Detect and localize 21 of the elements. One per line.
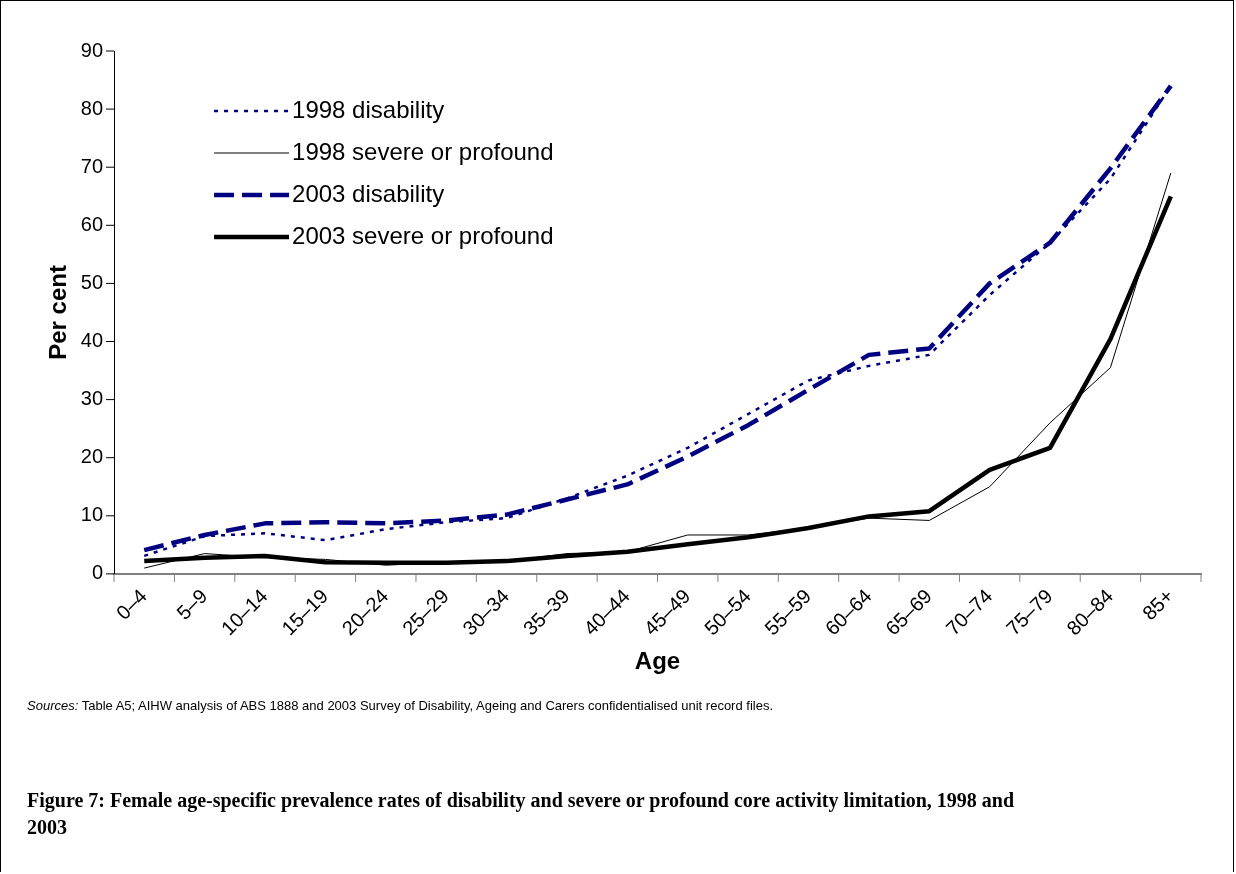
y-tick-label: 20 xyxy=(80,445,104,468)
source-note: Sources: Table A5; AIHW analysis of ABS 1888 and 2003 Survey of Disability, Ageing and Carers confidentialised unit record files. xyxy=(27,698,774,713)
x-tick-label: 5–9 xyxy=(172,584,212,624)
x-axis-title: Age xyxy=(634,647,681,675)
y-tick-label: 70 xyxy=(80,154,104,177)
y-tick-label: 60 xyxy=(80,212,104,235)
y-tick-label: 0 xyxy=(91,561,104,584)
legend-label: 1998 disability xyxy=(292,95,445,123)
legend-label: 2003 disability xyxy=(292,179,445,207)
y-tick-label: 40 xyxy=(80,329,104,352)
text: Figure 7: Female age-specific prevalence rates of disability and severe or profound core activity limitation, 1998 and 2003 xyxy=(27,788,1016,840)
x-tick-label: 0–4 xyxy=(111,584,151,624)
y-tick-label: 80 xyxy=(80,96,104,119)
y-tick-label: 10 xyxy=(80,503,104,526)
legend-label: 2003 severe or profound xyxy=(292,221,554,249)
y-axis-title: Per cent xyxy=(44,265,72,360)
x-tick-label: 85+ xyxy=(1137,584,1178,625)
y-tick-label: 50 xyxy=(80,270,104,293)
y-tick-label: 30 xyxy=(80,387,104,410)
y-tick-label: 90 xyxy=(80,38,104,61)
legend-label: 1998 severe or profound xyxy=(292,137,554,165)
